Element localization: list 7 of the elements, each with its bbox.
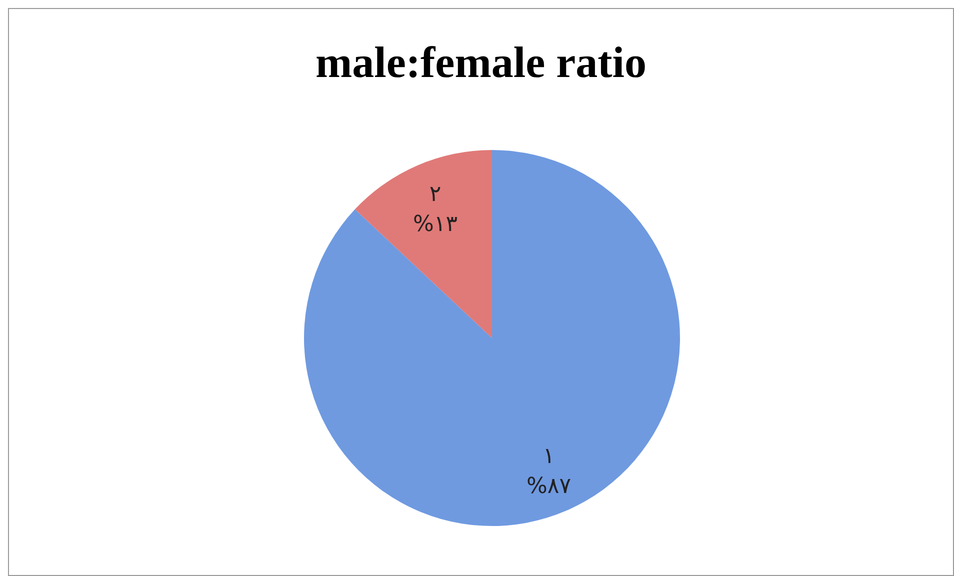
slice-label: ١ bbox=[542, 444, 555, 470]
slice-label: ٢ bbox=[429, 182, 442, 207]
data-label: %١٣ bbox=[412, 212, 458, 237]
chart-title: male:female ratio bbox=[314, 37, 648, 88]
pie-slice bbox=[354, 150, 492, 338]
pie-slice bbox=[304, 150, 680, 526]
data-label: %٨٧ bbox=[526, 474, 572, 500]
